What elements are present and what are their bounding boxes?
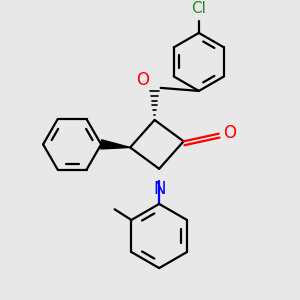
Text: O: O [136,71,149,89]
Polygon shape [101,140,130,149]
Text: Cl: Cl [191,1,206,16]
Text: O: O [223,124,236,142]
Text: N: N [153,180,165,198]
